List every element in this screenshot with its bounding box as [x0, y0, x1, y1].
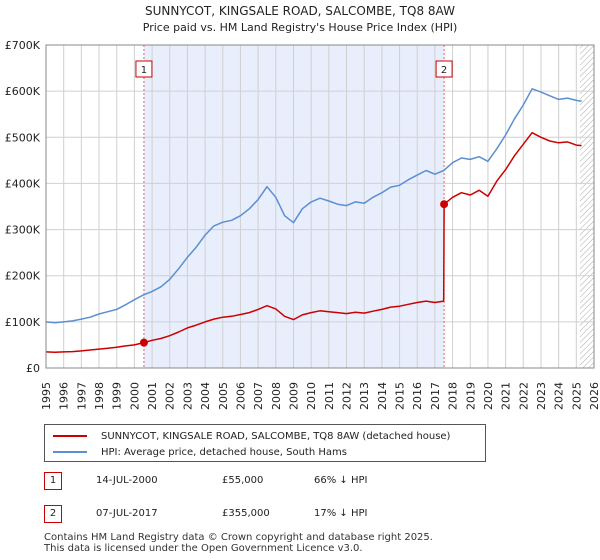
x-tick-label: 2016: [411, 382, 424, 410]
legend-hpi: HPI: Average price, detached house, Sout…: [53, 445, 347, 459]
x-tick-label: 2013: [358, 382, 371, 410]
x-tick-label: 2026: [588, 382, 600, 410]
x-tick-label: 2007: [252, 382, 265, 410]
x-tick-label: 1996: [58, 382, 71, 410]
x-tick-label: 2017: [429, 382, 442, 410]
x-tick-label: 2006: [234, 382, 247, 410]
x-tick-label: 2010: [305, 382, 318, 410]
future-hatch: [579, 45, 594, 368]
sale-marker-label: 2: [441, 65, 447, 76]
x-tick-label: 2003: [181, 382, 194, 410]
y-tick-label: £100K: [5, 316, 41, 329]
y-tick-label: £400K: [5, 177, 41, 190]
x-tick-label: 2022: [517, 382, 530, 410]
property-price-line: [46, 131, 582, 354]
legend-hpi-label: HPI: Average price, detached house, Sout…: [101, 446, 347, 458]
legend-hpi-swatch: [53, 451, 87, 453]
sale-date: 07-JUL-2017: [96, 508, 158, 519]
sale-marker-label: 1: [141, 65, 147, 76]
sale-price: £55,000: [222, 475, 264, 486]
footer: Contains HM Land Registry data © Crown c…: [44, 532, 433, 554]
y-tick-label: £0: [26, 362, 40, 375]
sale-price: £355,000: [222, 508, 270, 519]
legend-property-swatch: [53, 435, 87, 437]
series-group: [46, 88, 582, 354]
x-tick-label: 2009: [287, 382, 300, 410]
x-tick-label: 2011: [323, 382, 336, 410]
sale-point: [440, 200, 449, 209]
x-tick-label: 2002: [164, 382, 177, 410]
y-tick-label: £700K: [5, 39, 41, 52]
sale-hpi-diff: 17% ↓ HPI: [314, 508, 368, 519]
x-tick-label: 2000: [128, 382, 141, 410]
x-tick-label: 2025: [570, 382, 583, 410]
x-tick-label: 2019: [464, 382, 477, 410]
x-tick-label: 2005: [217, 382, 230, 410]
x-tick-label: 2004: [199, 382, 212, 410]
x-tick-label: 2018: [447, 382, 460, 410]
x-tick-label: 2012: [341, 382, 354, 410]
chart-title: SUNNYCOT, KINGSALE ROAD, SALCOMBE, TQ8 8…: [145, 4, 455, 18]
sale-row: 1 14-JUL-2000 £55,000 66% ↓ HPI: [44, 472, 504, 492]
x-tick-label: 2024: [553, 382, 566, 410]
sale-row: 2 07-JUL-2017 £355,000 17% ↓ HPI: [44, 505, 504, 525]
x-tick-label: 2001: [146, 382, 159, 410]
legend-property-label: SUNNYCOT, KINGSALE ROAD, SALCOMBE, TQ8 8…: [101, 430, 451, 442]
sale-point: [139, 338, 148, 347]
sale-number-badge: 1: [44, 472, 62, 490]
x-tick-label: 2008: [270, 382, 283, 410]
x-tick-label: 2015: [394, 382, 407, 410]
sale-number-badge: 2: [44, 505, 62, 523]
y-tick-label: £600K: [5, 85, 41, 98]
footer-copyright: Contains HM Land Registry data © Crown c…: [44, 532, 433, 543]
x-tick-label: 2021: [500, 382, 513, 410]
chart-subtitle: Price paid vs. HM Land Registry's House …: [143, 21, 458, 34]
y-tick-label: £500K: [5, 131, 41, 144]
price-chart: SUNNYCOT, KINGSALE ROAD, SALCOMBE, TQ8 8…: [5, 4, 600, 410]
x-tick-label: 1998: [93, 382, 106, 410]
x-tick-label: 2023: [535, 382, 548, 410]
sale-marker-badge: [435, 60, 453, 78]
x-tick-label: 2014: [376, 382, 389, 410]
sale-hpi-diff: 66% ↓ HPI: [314, 475, 368, 486]
x-tick-label: 1995: [40, 382, 53, 410]
x-tick-label: 2020: [482, 382, 495, 410]
hpi-line: [46, 88, 582, 324]
plot-border: [45, 44, 595, 369]
sale-date: 14-JUL-2000: [96, 475, 158, 486]
legend-property: SUNNYCOT, KINGSALE ROAD, SALCOMBE, TQ8 8…: [53, 429, 450, 443]
x-tick-label: 1999: [111, 382, 124, 410]
y-tick-label: £200K: [5, 270, 41, 283]
ownership-shading: [143, 45, 445, 368]
x-tick-label: 1997: [75, 382, 88, 410]
footer-license: This data is licensed under the Open Gov…: [44, 543, 363, 554]
y-tick-label: £300K: [5, 224, 41, 237]
legend: SUNNYCOT, KINGSALE ROAD, SALCOMBE, TQ8 8…: [44, 424, 486, 462]
sale-marker-badge: [135, 60, 153, 78]
